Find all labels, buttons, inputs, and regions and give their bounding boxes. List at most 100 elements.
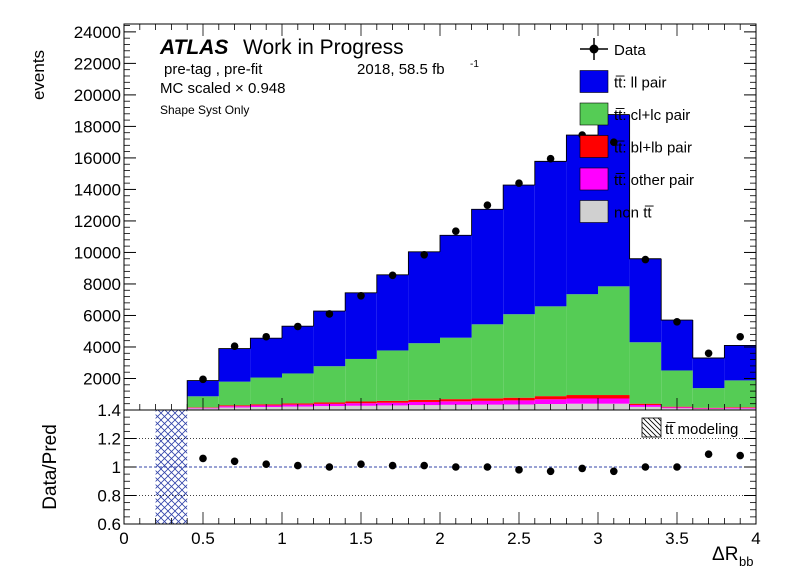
histogram-bar <box>503 185 535 315</box>
modeling-band-label: tt̅ modeling <box>665 421 738 438</box>
legend: Data tt̅: ll pair tt̅: cl+lc pair tt̅: bl+l… <box>579 38 694 223</box>
histogram-bar <box>534 306 567 397</box>
x-tick-label: 3.5 <box>665 529 689 548</box>
data-point <box>546 154 555 163</box>
histogram-bar <box>534 399 567 405</box>
histogram-bar <box>440 399 472 402</box>
data-point <box>230 342 239 350</box>
histogram-bar <box>724 345 756 381</box>
histogram-bar <box>313 402 346 404</box>
atlas-status: Work in Progress <box>243 36 404 59</box>
ratio-point <box>388 461 397 470</box>
ratio-legend: tt̅ modeling <box>641 417 738 438</box>
ratio-point <box>673 463 681 471</box>
ratio-point <box>420 461 429 470</box>
histogram-bar <box>629 342 662 404</box>
series-tt-cl-lc-pair <box>187 286 756 408</box>
ratio-y-tick-label: 0.8 <box>97 487 121 506</box>
main-y-axis-label: events <box>29 50 48 100</box>
legend-label: tt̅: other pair <box>614 172 694 189</box>
histogram-bar <box>408 343 440 400</box>
data-point <box>420 251 429 259</box>
ratio-point <box>515 466 523 474</box>
histogram-bar <box>440 401 472 405</box>
x-tick-label: 0.5 <box>191 529 215 548</box>
x-axis-label-subscript: bb <box>739 554 753 569</box>
y-tick-label: 22000 <box>74 54 121 73</box>
main-x-ticks <box>123 24 757 410</box>
x-tick-label: 2 <box>435 529 444 548</box>
data-point <box>294 322 302 331</box>
histogram-bar <box>345 292 377 359</box>
main-panel: 2000 4000 6000 8000 10000 12000 14000 16000 1800… <box>29 23 757 411</box>
ratio-point <box>483 463 492 471</box>
ratio-y-tick-label: 1.4 <box>97 401 121 420</box>
x-tick-label: 3 <box>593 529 602 548</box>
main-y-ticks: 2000 4000 6000 8000 10000 12000 14000 16000 1800… <box>74 23 756 405</box>
ratio-point <box>704 450 713 458</box>
y-tick-label: 12000 <box>74 212 121 231</box>
data-point <box>357 291 365 300</box>
ratio-y-ticks: 0.6 0.8 1 1.2 1.4 <box>97 401 756 534</box>
ratio-point <box>357 460 365 468</box>
legend-marker <box>589 44 599 54</box>
ratio-point <box>610 467 618 476</box>
y-tick-label: 16000 <box>74 149 121 168</box>
y-tick-label: 18000 <box>74 117 121 136</box>
ratio-y-axis-label: Data/Pred <box>40 424 61 510</box>
histogram-bar <box>408 401 440 406</box>
data-point <box>673 317 681 326</box>
stacked-histogram <box>186 114 756 410</box>
y-tick-label: 14000 <box>74 180 121 199</box>
histogram-bar <box>566 395 598 399</box>
histogram-bar <box>566 294 598 396</box>
data-point <box>736 332 744 341</box>
histogram-bar <box>661 320 693 371</box>
ratio-point <box>294 461 302 470</box>
legend-label: tt̅: bl+lb pair <box>614 140 692 157</box>
modeling-band-swatch <box>641 417 662 438</box>
histogram-bar <box>598 286 630 396</box>
histogram-bar <box>376 350 409 401</box>
ratio-x-ticks: 0 0.5 1 1.5 2 2.5 3 3.5 4 <box>119 512 761 548</box>
histogram-bar <box>471 324 504 399</box>
data-point <box>325 310 334 318</box>
syst-note: Shape Syst Only <box>160 103 249 117</box>
histogram-bar <box>187 380 219 397</box>
y-tick-label: 10000 <box>74 243 121 262</box>
histogram-bar <box>598 395 630 399</box>
ratio-content <box>124 410 756 524</box>
histogram-bar <box>471 400 504 405</box>
x-tick-label: 4 <box>751 529 760 548</box>
x-axis-title: ΔR bb <box>712 544 753 569</box>
atlas-label: ATLAS <box>159 36 228 59</box>
x-tick-label: 1 <box>277 529 286 548</box>
x-tick-label: 1.5 <box>349 529 373 548</box>
ratio-y-tick-label: 0.6 <box>97 515 121 534</box>
x-tick-label: 2.5 <box>507 529 531 548</box>
ratio-point <box>641 463 650 471</box>
legend-swatch <box>579 70 609 93</box>
y-tick-label: 6000 <box>83 306 121 325</box>
histogram-bar <box>408 399 440 402</box>
histogram-bar <box>218 381 251 406</box>
data-point <box>704 349 713 358</box>
histogram-bar <box>218 348 251 382</box>
selection-label: pre-tag , pre-fit <box>164 61 263 78</box>
data-point <box>452 227 460 235</box>
y-tick-label: 2000 <box>83 369 121 388</box>
histogram-bar <box>566 398 598 404</box>
ratio-point <box>578 464 586 473</box>
data-points <box>199 131 744 384</box>
histogram-bar <box>534 161 567 307</box>
ratio-point <box>325 463 334 471</box>
histogram-bar <box>313 311 346 367</box>
ratio-point <box>736 451 744 460</box>
data-point <box>388 271 397 280</box>
histogram-bar <box>313 366 346 403</box>
y-tick-label: 20000 <box>74 86 121 105</box>
histogram-bar <box>692 388 725 408</box>
y-tick-label: 8000 <box>83 275 121 294</box>
mc-scale-label: MC scaled × 0.948 <box>160 80 286 97</box>
